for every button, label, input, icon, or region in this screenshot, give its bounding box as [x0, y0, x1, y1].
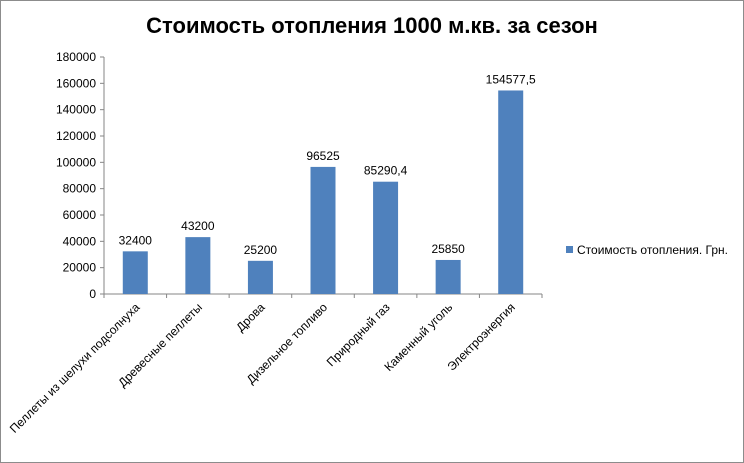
axes: 0 20000 40000 60000 80000 100000 120000 140000 1…: [56, 50, 543, 301]
data-label: 32400: [119, 233, 153, 247]
y-tick-label: 180000: [56, 50, 96, 64]
y-tick-label: 160000: [56, 76, 96, 90]
bar: [498, 90, 524, 294]
y-tick-label: 40000: [63, 234, 97, 248]
category-label: Пеллеты из шелухи подсолнуха: [7, 300, 143, 436]
y-tick-label: 60000: [63, 208, 97, 222]
bar: [122, 251, 148, 294]
bar: [373, 181, 399, 294]
bar: [310, 166, 336, 294]
chart-title: Стоимость отопления 1000 м.кв. за сезон: [146, 13, 598, 38]
y-tick-label: 20000: [63, 261, 97, 275]
data-label: 43200: [181, 219, 215, 233]
bar: [185, 237, 211, 294]
data-label: 154577,5: [486, 72, 536, 86]
data-label: 25850: [431, 242, 465, 256]
y-tick-label: 120000: [56, 129, 96, 143]
y-tick-label: 80000: [63, 182, 97, 196]
bar: [435, 259, 461, 294]
bar: [247, 260, 273, 294]
data-labels: 32400 Пеллеты из шелухи подсолнуха 43200 Др…: [7, 72, 536, 435]
data-label: 25200: [244, 243, 278, 257]
legend: Стоимость отопления. Грн.: [566, 243, 728, 257]
legend-swatch: [566, 246, 573, 253]
bars: [122, 90, 524, 294]
category-label: Дрова: [233, 300, 267, 334]
y-tick-label: 100000: [56, 155, 96, 169]
y-tick-label: 140000: [56, 103, 96, 117]
legend-label: Стоимость отопления. Грн.: [577, 243, 728, 257]
y-tick-label: 0: [89, 287, 96, 301]
category-label: Электроэнергия: [444, 300, 517, 373]
category-label: Природный газ: [324, 300, 393, 369]
data-label: 96525: [306, 149, 340, 163]
data-label: 85290,4: [364, 164, 408, 178]
